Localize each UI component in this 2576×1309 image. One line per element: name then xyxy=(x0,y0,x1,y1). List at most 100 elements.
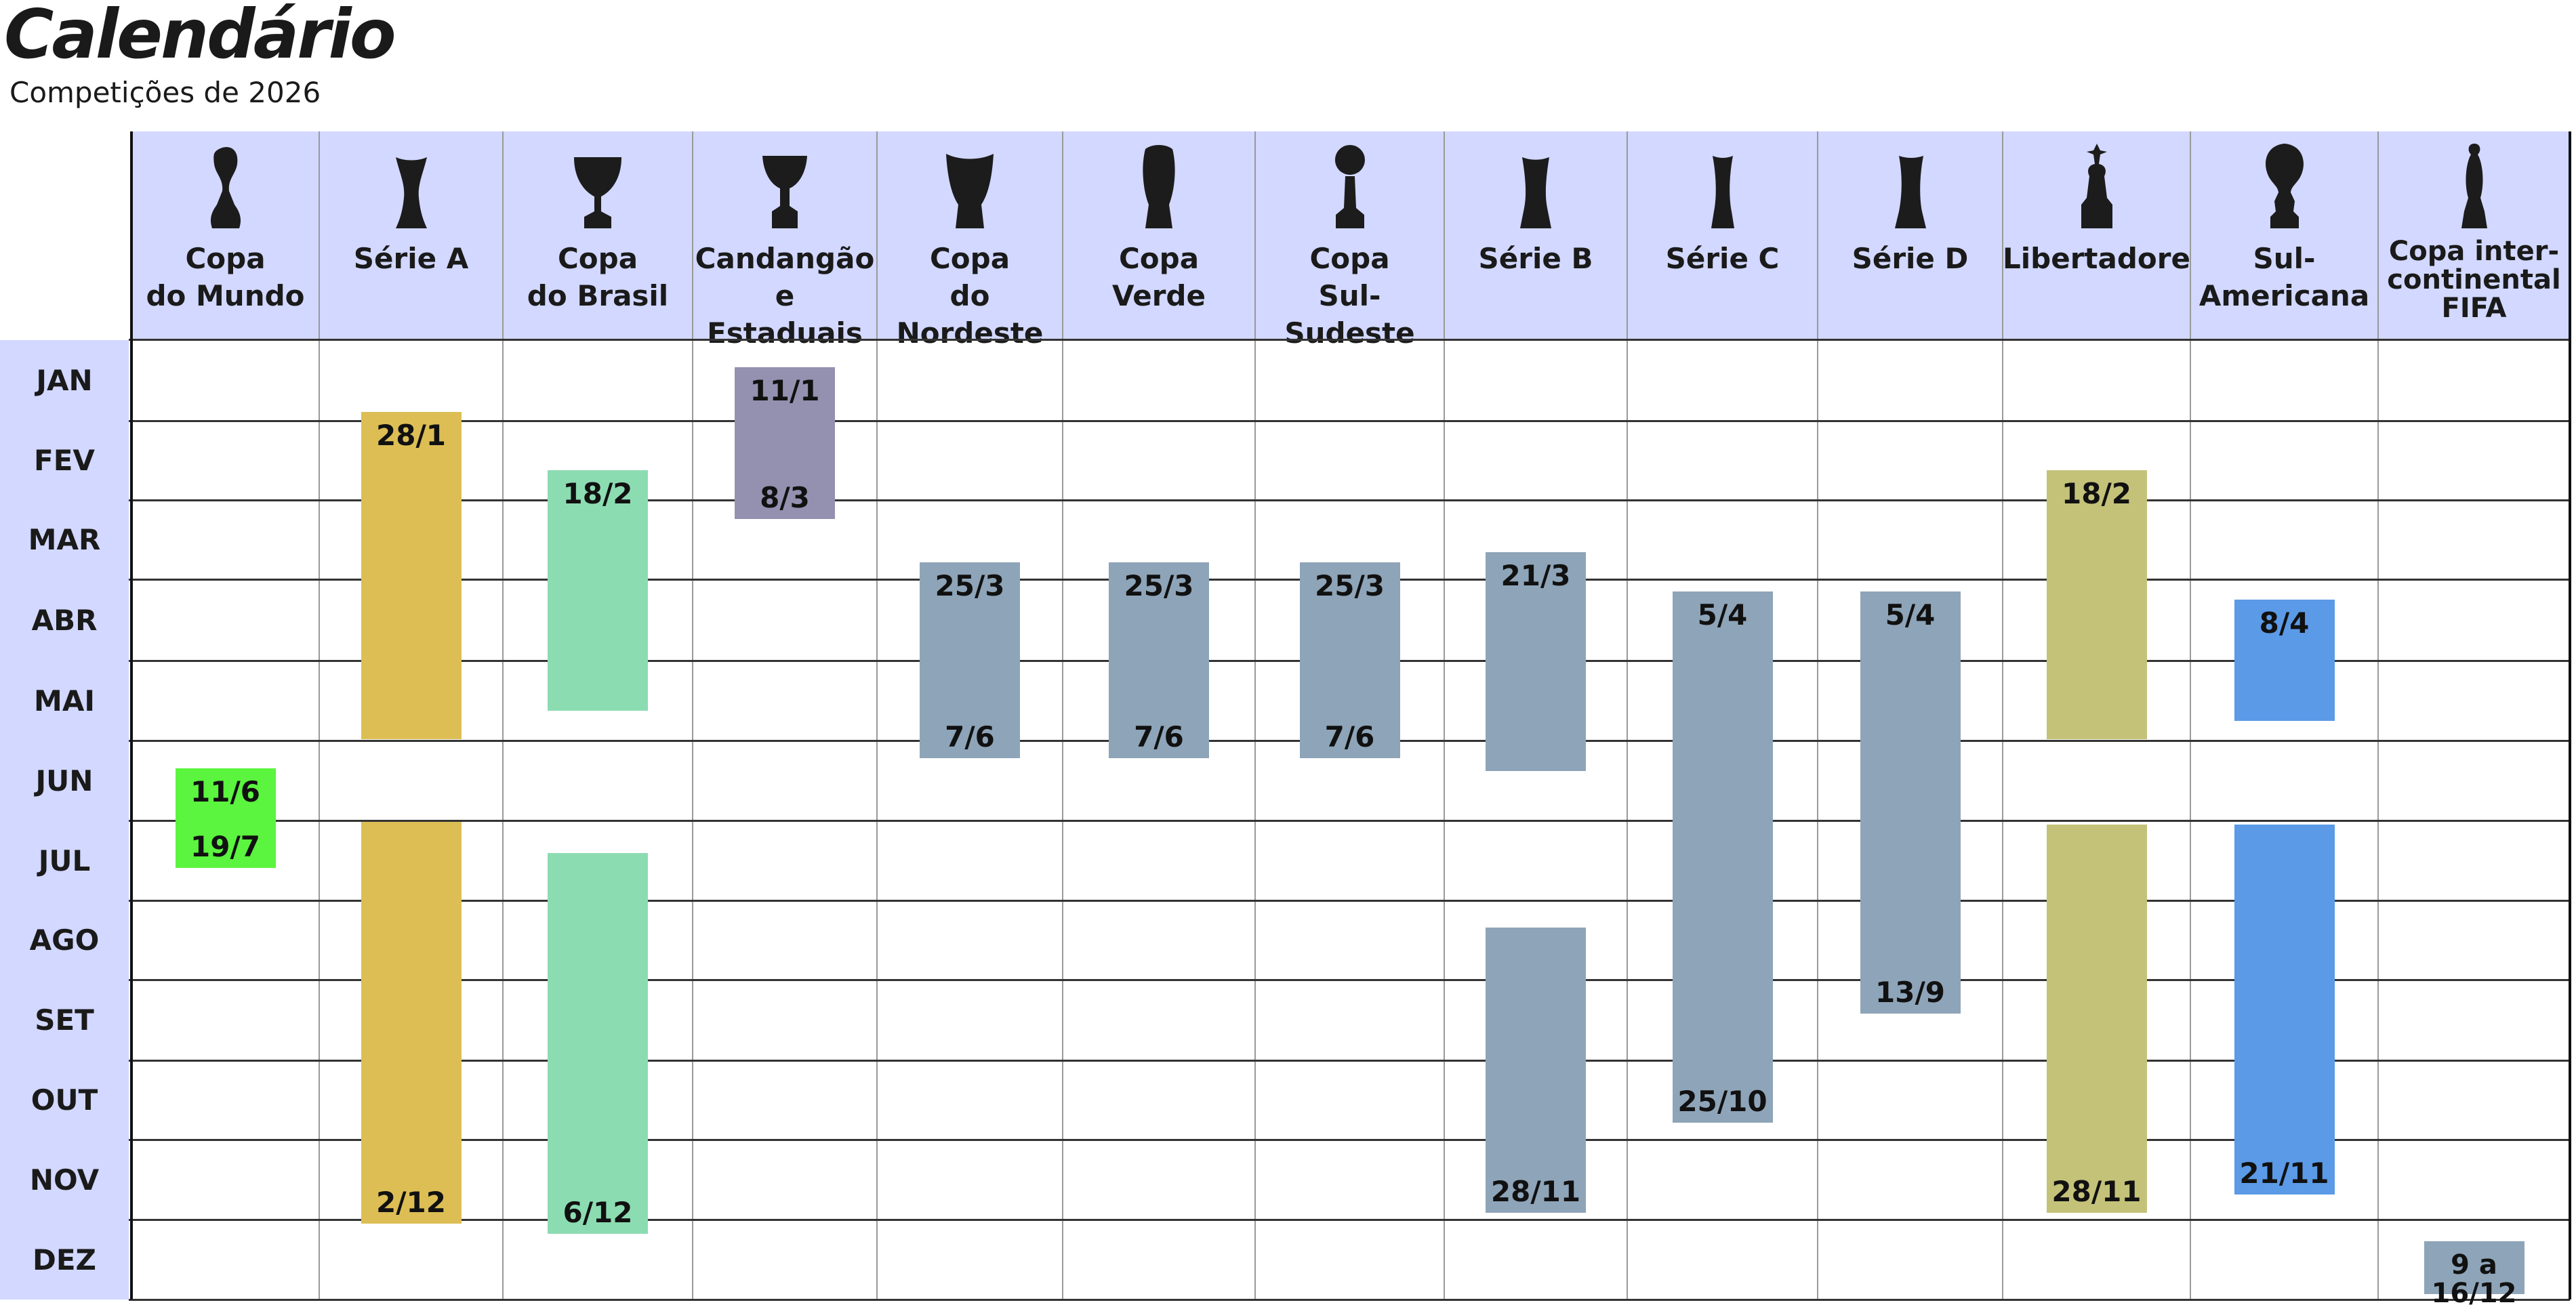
grid-line-horizontal xyxy=(129,1219,2570,1221)
gantt-bar xyxy=(548,470,648,711)
grid-line-vertical xyxy=(2002,131,2003,1300)
copa-do-nordeste-trophy-icon xyxy=(946,154,994,228)
column-header: Candangão e Estaduais xyxy=(693,131,877,350)
gantt-bar xyxy=(175,768,276,869)
gantt-bar xyxy=(2234,824,2335,1194)
bar-start-label: 25/3 xyxy=(1124,569,1194,603)
column-header: Série B xyxy=(1444,131,1627,340)
month-label: FEV xyxy=(0,421,129,500)
month-label: OUT xyxy=(0,1060,129,1140)
grid-line-horizontal xyxy=(129,499,2570,501)
column-header-label: Copa do Nordeste xyxy=(896,242,1044,350)
column-header: Copa do Mundo xyxy=(131,131,319,340)
bar-start-label: 5/4 xyxy=(1885,598,1936,631)
world-cup-trophy-icon xyxy=(210,146,241,228)
month-label: MAI xyxy=(0,661,129,741)
bar-end-label: 13/9 xyxy=(1875,975,1946,1009)
bar-end-label: 21/11 xyxy=(2239,1156,2329,1190)
column-header: Série A xyxy=(319,131,503,340)
gantt-bar xyxy=(2046,824,2147,1213)
bar-end-label: 2/12 xyxy=(375,1185,447,1219)
grid-line-horizontal xyxy=(129,820,2570,822)
gantt-bar xyxy=(1486,927,1586,1213)
bar-start-label: 11/6 xyxy=(190,775,261,809)
page-title: Calendário xyxy=(4,0,396,74)
bar-start-label: 25/3 xyxy=(935,569,1005,603)
copa-sul-sudeste-trophy-icon xyxy=(1334,145,1365,228)
gantt-bar xyxy=(2424,1241,2524,1295)
bar-start-label: 18/2 xyxy=(2061,477,2132,511)
grid-line-vertical xyxy=(876,131,878,1300)
gantt-bar xyxy=(1860,591,1961,1014)
bar-start-label: 18/2 xyxy=(563,477,633,511)
column-header-label: Candangão e Estaduais xyxy=(695,242,875,350)
intercontinental-trophy-icon xyxy=(2461,144,2487,228)
gantt-bar xyxy=(735,367,835,520)
gantt-bar xyxy=(548,852,648,1234)
bar-start-label: 5/4 xyxy=(1697,598,1748,631)
grid-line-horizontal xyxy=(129,1060,2570,1062)
column-header: Copa Sul-Sudeste xyxy=(1255,131,1444,350)
serie-a-trophy-icon xyxy=(395,157,427,228)
column-header: Copa do Nordeste xyxy=(877,131,1063,350)
gantt-bar xyxy=(2234,600,2335,722)
bar-end-label: 25/10 xyxy=(1677,1085,1767,1119)
bar-end-label: 7/6 xyxy=(1134,720,1184,753)
column-header-label: Copa Sul-Sudeste xyxy=(1284,242,1415,350)
bar-end-label: 7/6 xyxy=(1324,720,1375,753)
bar-end-label: 28/11 xyxy=(1490,1175,1581,1209)
grid-line-vertical xyxy=(1817,131,1818,1300)
bar-start-label: 25/3 xyxy=(1314,569,1385,603)
bar-end-label: 8/3 xyxy=(760,481,810,515)
column-header-label: Copa do Brasil xyxy=(527,242,669,312)
column-header-label: Sul-Americana xyxy=(2199,242,2370,312)
bar-end-label: 7/6 xyxy=(945,720,995,753)
bar-start-label: 8/4 xyxy=(2259,606,2310,640)
right-border-line xyxy=(2569,131,2571,1300)
column-header: Libertadores xyxy=(2003,131,2207,340)
column-header-label: Copa inter- continental FIFA xyxy=(2387,236,2561,324)
bar-start-label: 11/1 xyxy=(750,374,820,408)
serie-c-trophy-icon xyxy=(1711,156,1734,228)
column-header: Série C xyxy=(1627,131,1818,340)
column-header-label: Série D xyxy=(1852,242,1969,275)
column-header-label: Série B xyxy=(1478,242,1593,275)
gantt-bar xyxy=(1299,562,1400,758)
month-label: AGO xyxy=(0,900,129,980)
month-label: NOV xyxy=(0,1140,129,1220)
grid-line-vertical xyxy=(502,131,504,1300)
grid-line-vertical xyxy=(1062,131,1063,1300)
libertadores-trophy-icon xyxy=(2081,144,2112,228)
column-header: Copa inter- continental FIFA xyxy=(2378,131,2570,340)
month-label: JAN xyxy=(0,340,129,421)
column-header-label: Copa Verde xyxy=(1112,242,1206,312)
serie-d-trophy-icon xyxy=(1894,156,1926,228)
copa-do-brasil-trophy-icon xyxy=(574,157,621,228)
gantt-bar xyxy=(1672,591,1773,1123)
grid-line-vertical xyxy=(1627,131,1628,1300)
grid-line-vertical xyxy=(1444,131,1445,1300)
bar-end-label: 19/7 xyxy=(190,830,261,864)
column-header-label: Libertadores xyxy=(2003,242,2207,275)
month-label: MAR xyxy=(0,500,129,579)
month-label: JUL xyxy=(0,820,129,900)
column-header-label: Copa do Mundo xyxy=(146,242,305,312)
month-axis-line xyxy=(130,131,133,1300)
grid-line-vertical xyxy=(319,131,320,1300)
column-header-label: Série A xyxy=(353,242,469,275)
candangao-trophy-icon xyxy=(762,156,807,228)
column-header: Sul-Americana xyxy=(2190,131,2378,340)
serie-b-trophy-icon xyxy=(1520,157,1551,228)
gantt-bar xyxy=(920,562,1020,758)
month-label: JUN xyxy=(0,741,129,820)
grid-line-horizontal xyxy=(129,1139,2570,1141)
column-header: Copa do Brasil xyxy=(503,131,693,340)
bar-start-label: 9 a 16/12 xyxy=(2431,1249,2517,1309)
column-header-label: Série C xyxy=(1665,242,1780,275)
page-subtitle: Competições de 2026 xyxy=(9,76,321,109)
bar-end-label: 6/12 xyxy=(563,1195,633,1229)
grid-line-vertical xyxy=(1254,131,1256,1300)
grid-line-horizontal xyxy=(129,420,2570,422)
month-label: SET xyxy=(0,980,129,1060)
copa-verde-trophy-icon xyxy=(1143,145,1175,228)
